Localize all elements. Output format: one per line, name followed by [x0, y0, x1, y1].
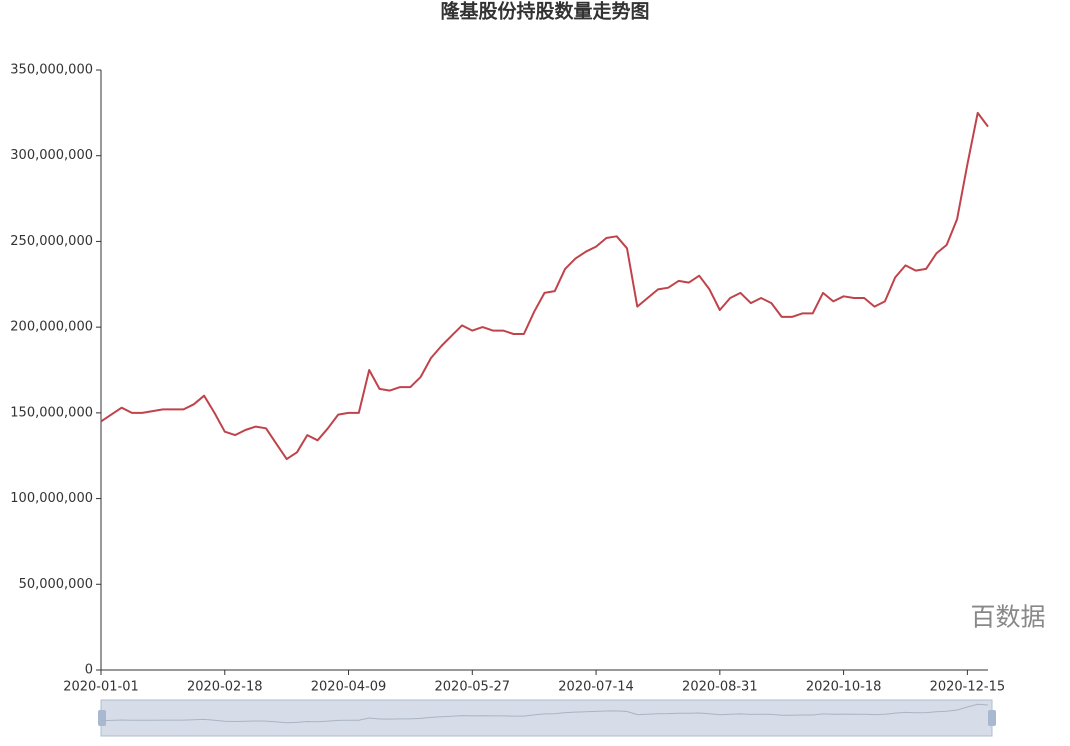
line [100, 111, 989, 461]
zoom-preview [100, 703, 989, 724]
x-tick-label: 2020-01-01 [63, 680, 139, 695]
y-tick-label: 150,000,000 [10, 405, 93, 420]
y-tick-label: 250,000,000 [10, 234, 93, 249]
y-tick-label: 50,000,000 [19, 577, 93, 592]
data-zoom[interactable] [98, 699, 996, 737]
y-tick-label: 0 [85, 663, 93, 678]
y-tick-label: 200,000,000 [10, 320, 93, 335]
zoom-handle[interactable] [988, 710, 996, 726]
x-tick-label: 2020-12-15 [930, 680, 1006, 695]
zoom-track [100, 699, 993, 737]
chart-title: 隆基股份持股数量走势图 [440, 0, 649, 23]
x-tick-label: 2020-04-09 [311, 680, 387, 695]
x-tick-label: 2020-02-18 [187, 680, 263, 695]
x-tick-label: 2020-10-18 [806, 680, 882, 695]
x-tick-label: 2020-07-14 [558, 680, 634, 695]
x-tick-label: 2020-05-27 [435, 680, 511, 695]
x-tick-label: 2020-08-31 [682, 680, 758, 695]
zoom-handle[interactable] [98, 710, 106, 726]
y-tick-label: 350,000,000 [10, 63, 93, 78]
y-tick-label: 300,000,000 [10, 148, 93, 163]
y-tick-label: 100,000,000 [10, 491, 93, 506]
watermark: 百数据 [970, 603, 1045, 632]
